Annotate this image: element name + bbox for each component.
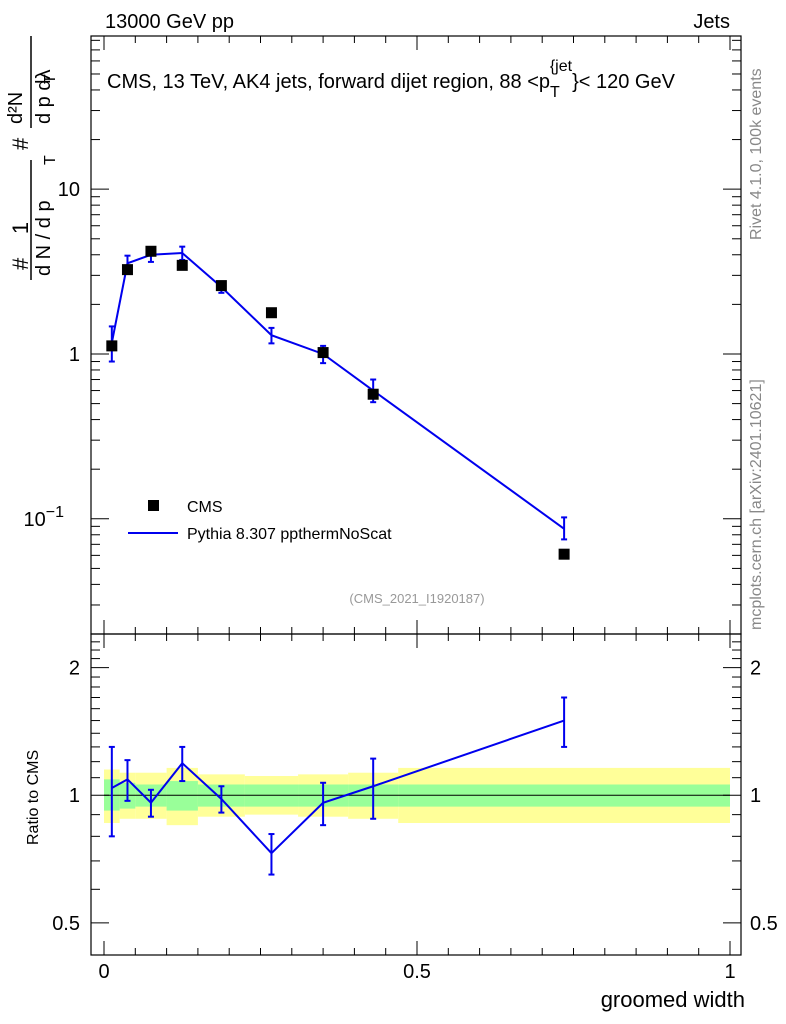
- x-tick-label: 1: [724, 961, 735, 983]
- svg-text:#: #: [8, 257, 33, 270]
- pythia-line: [110, 251, 565, 530]
- plot-frames: [90, 35, 742, 956]
- y-axis-label: # 1 d N / d p T # d²N d p dλ T: [5, 36, 59, 280]
- y-tick-label: 10−1: [24, 504, 65, 531]
- band-inner-3: [166, 781, 198, 811]
- cms-point: [367, 388, 379, 400]
- svg-text:#: #: [8, 137, 33, 150]
- cms-point: [265, 307, 277, 319]
- rivet-note: Rivet 4.1.0, 100k events: [748, 68, 765, 240]
- cms-point: [145, 245, 157, 257]
- legend-pythia-label: Pythia 8.307 ppthermNoScat: [187, 526, 392, 543]
- ratio-y-label: Ratio to CMS: [25, 750, 42, 845]
- svg-text:d N / d p: d N / d p: [33, 200, 55, 276]
- cms-point: [215, 280, 227, 292]
- axis-ticks: 0 0.5 1 10−1 1 10 0.5 0.5 1 1 2 2: [24, 36, 778, 983]
- cms-point: [176, 259, 188, 271]
- ratio-y-tick-label-right: 2: [750, 658, 761, 680]
- cms-point: [317, 347, 329, 359]
- plot-title: CMS, 13 TeV, AK4 jets, forward dijet reg…: [107, 58, 676, 101]
- ratio-frame: [90, 633, 742, 956]
- ratio-y-tick-label-right: 0.5: [750, 913, 778, 935]
- cms-point: [558, 548, 570, 560]
- cms-point: [121, 264, 133, 276]
- mcplots-note: mcplots.cern.ch [arXiv:2401.10621]: [748, 379, 765, 630]
- analysis-watermark: (CMS_2021_I1920187): [349, 591, 484, 606]
- legend-cms-label: CMS: [187, 499, 223, 516]
- x-tick-label: 0.5: [403, 961, 431, 983]
- ratio-y-tick-label: 0.5: [52, 913, 80, 935]
- y-tick-label: 1: [69, 344, 80, 366]
- data-layer: [106, 245, 570, 876]
- cms-point: [106, 340, 118, 352]
- svg-text:d p dλ: d p dλ: [33, 70, 55, 124]
- header-right: Jets: [693, 11, 730, 33]
- x-axis-label: groomed width: [601, 987, 745, 1012]
- ratio-y-tick-label: 1: [69, 785, 80, 807]
- y-tick-exponent: −1: [46, 504, 64, 521]
- header-left: 13000 GeV pp: [105, 11, 234, 33]
- x-tick-label: 0: [98, 961, 109, 983]
- main-frame: [90, 35, 742, 635]
- legend-cms-marker: [148, 500, 159, 511]
- svg-text:T: T: [42, 74, 59, 84]
- y-tick-label: 10: [58, 179, 80, 201]
- ratio-y-tick-label: 2: [69, 658, 80, 680]
- ratio-y-tick-label-right: 1: [750, 785, 761, 807]
- legend: CMS Pythia 8.307 ppthermNoScat: [128, 499, 392, 543]
- svg-text:1: 1: [8, 222, 33, 234]
- svg-text:T: T: [42, 155, 59, 165]
- svg-text:d²N: d²N: [5, 92, 27, 124]
